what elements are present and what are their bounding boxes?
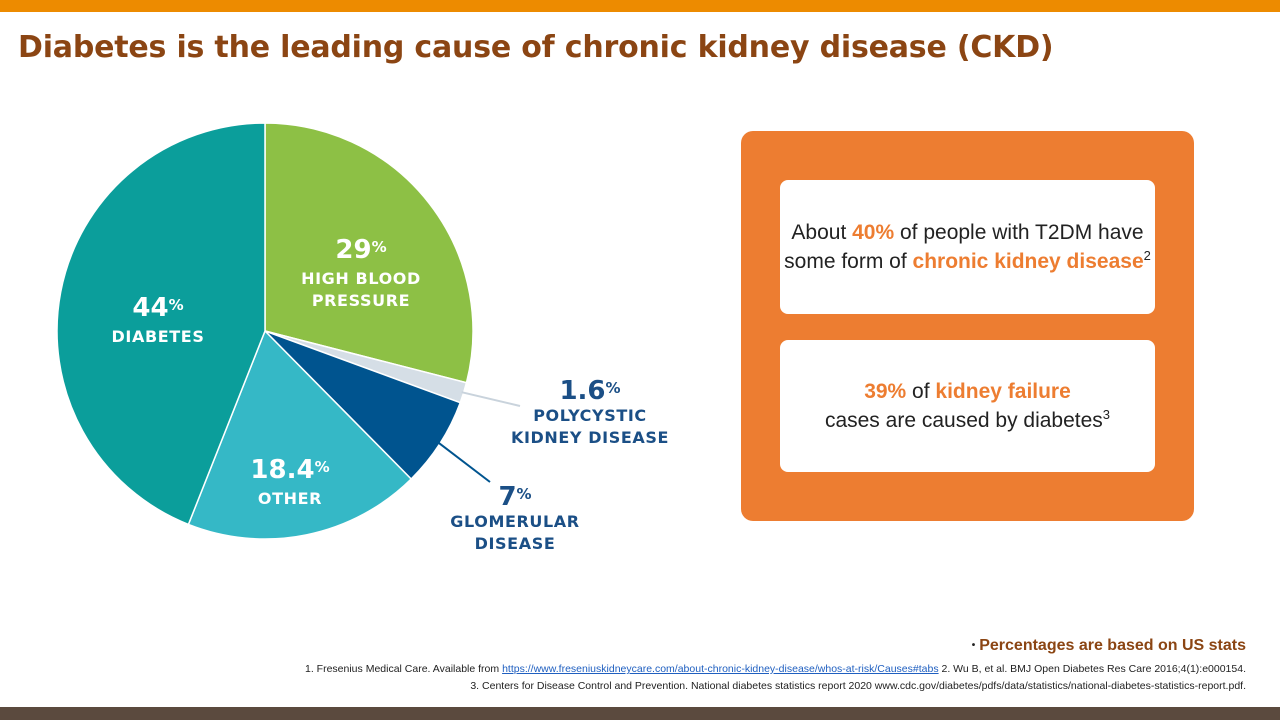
ckd-causes-pie-chart: 29% HIGH BLOOD PRESSURE 1.6%POLYCYSTIC KIDNE… bbox=[56, 122, 669, 553]
page-title: Diabetes is the leading cause of chronic… bbox=[18, 30, 1054, 65]
bottom-bar bbox=[0, 707, 1280, 720]
fact1-citation: 2 bbox=[1143, 248, 1151, 263]
fact1-highlight-percent: 40% bbox=[852, 221, 895, 244]
slice-name-label-high-blood-pressure-0: HIGH BLOOD bbox=[301, 269, 421, 288]
stats-footnote: • Percentages are based on US stats bbox=[972, 637, 1246, 655]
reference-1-link[interactable]: https://www.freseniuskidneycare.com/abou… bbox=[502, 663, 939, 675]
slice-value-label-other: 18.4% bbox=[250, 455, 329, 485]
fact2-highlight-kidney-failure: kidney failure bbox=[935, 380, 1071, 403]
fact-card-kidney-failure: 39% of kidney failure cases are caused b… bbox=[780, 340, 1155, 472]
pie-slice-other bbox=[187, 329, 413, 540]
stats-footnote-text: Percentages are based on US stats bbox=[979, 637, 1246, 654]
reference-1-prefix: 1. Fresenius Medical Care. Available fro… bbox=[305, 663, 503, 675]
reference-3-text: 3. Centers for Disease Control and Preve… bbox=[470, 680, 1246, 692]
fact2-highlight-percent: 39% bbox=[864, 380, 907, 403]
leader-line-glomerular-disease bbox=[437, 441, 491, 483]
fact2-text-a: of bbox=[906, 380, 936, 403]
slice-name-label-high-blood-pressure-1: PRESSURE bbox=[312, 291, 410, 310]
bullet-icon: • bbox=[971, 640, 976, 652]
slice-name-label-polycystic-kidney-disease-0: POLYCYSTIC bbox=[533, 406, 647, 425]
fact-card-kidney-failure-text: 39% of kidney failure cases are caused b… bbox=[825, 377, 1110, 435]
top-accent-bar bbox=[0, 0, 1280, 12]
leader-line-polycystic-kidney-disease bbox=[461, 391, 521, 407]
fact1-text-b: of people with T2DM have some form of bbox=[784, 221, 1144, 273]
slice-name-label-other-0: OTHER bbox=[258, 489, 322, 508]
slice-name-label-glomerular-disease-0: GLOMERULAR bbox=[450, 512, 579, 531]
slice-value-label-high-blood-pressure: 29% bbox=[335, 235, 386, 265]
slice-value-label-glomerular-disease: 7% bbox=[498, 482, 531, 512]
references: 1. Fresenius Medical Care. Available fro… bbox=[305, 661, 1246, 695]
facts-panel: About 40% of people with T2DM have some … bbox=[741, 131, 1194, 521]
slice-name-label-polycystic-kidney-disease-1: KIDNEY DISEASE bbox=[511, 428, 669, 447]
slice-value-label-diabetes: 44% bbox=[132, 293, 183, 323]
slice-name-label-glomerular-disease-1: DISEASE bbox=[475, 534, 556, 553]
slice-value-label-polycystic-kidney-disease: 1.6% bbox=[559, 376, 620, 406]
fact2-citation: 3 bbox=[1102, 407, 1111, 422]
reference-2-text: 2. Wu B, et al. BMJ Open Diabetes Res Ca… bbox=[938, 663, 1247, 675]
fact1-highlight-ckd: chronic kidney disease bbox=[912, 250, 1144, 273]
pie-slice-diabetes bbox=[56, 122, 266, 526]
reference-line-1: 1. Fresenius Medical Care. Available fro… bbox=[305, 661, 1246, 678]
pie-slice-high-blood-pressure bbox=[264, 122, 474, 384]
fact-card-ckd-prevalence-text: About 40% of people with T2DM have some … bbox=[780, 218, 1155, 276]
fact1-text-a: About bbox=[791, 221, 853, 244]
fact-card-ckd-prevalence: About 40% of people with T2DM have some … bbox=[780, 180, 1155, 314]
slice-name-label-diabetes-0: DIABETES bbox=[112, 327, 205, 346]
fact2-text-b: cases are caused by diabetes bbox=[824, 409, 1103, 432]
